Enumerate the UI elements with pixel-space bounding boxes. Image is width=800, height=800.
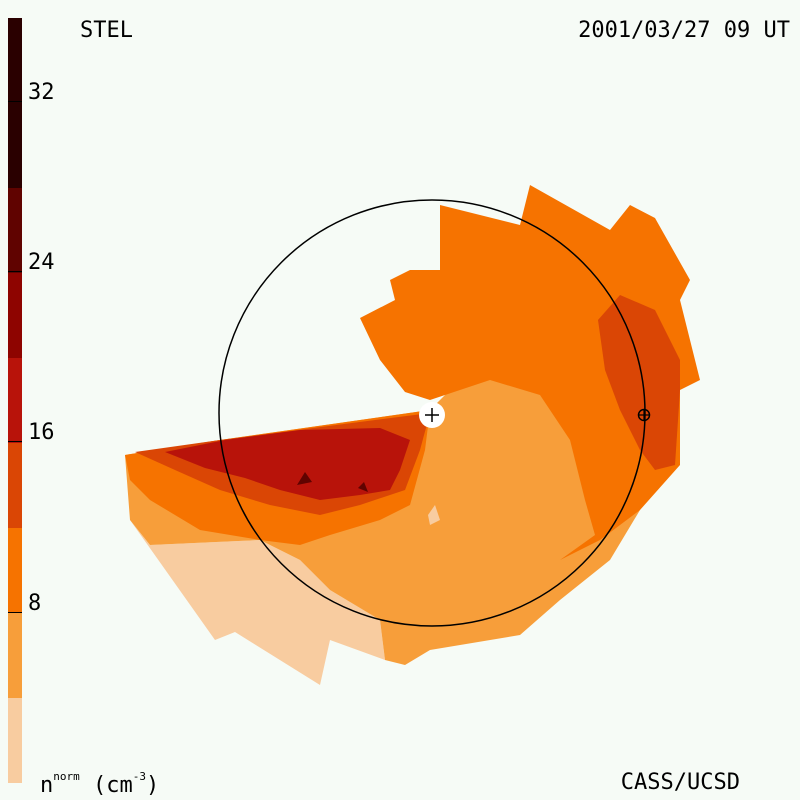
colorbar-tick-32 (8, 101, 22, 102)
earth-orbit-circle (218, 199, 646, 627)
density-region-medium-high-east (598, 295, 680, 470)
colorbar-tick-24 (8, 271, 22, 272)
credit-label: CASS/UCSD (620, 770, 740, 795)
density-region-spot (428, 505, 440, 525)
units-superscript: norm (53, 770, 80, 783)
density-region-medium (360, 185, 700, 560)
source-label: STEL (80, 18, 133, 43)
colorbar-band-4b (8, 528, 22, 613)
units-open: (cm (79, 773, 133, 798)
colorbar-band-3b (8, 358, 22, 443)
colorbar-band-1 (8, 18, 22, 188)
colorbar (8, 18, 22, 783)
colorbar-tick-label-16: 16 (28, 420, 55, 445)
density-region-peak-1 (297, 472, 312, 485)
colorbar-band-5 (8, 698, 22, 783)
colorbar-tick-label-32: 32 (28, 80, 55, 105)
colorbar-tick-8 (8, 612, 22, 613)
density-region-peak-2 (358, 482, 368, 492)
colorbar-tick-label-8: 8 (28, 591, 42, 616)
density-region-high (165, 428, 410, 500)
density-region-lowest (130, 520, 385, 685)
colorbar-band-3a (8, 273, 22, 358)
units-base: n (40, 773, 54, 798)
colorbar-tick-label-24: 24 (28, 250, 55, 275)
colorbar-band-2b (8, 188, 22, 273)
colorbar-band-5a (8, 613, 22, 698)
units-label: nnorm (cm-3) (40, 770, 159, 798)
units-exponent: -3 (132, 770, 146, 783)
timestamp-label: 2001/03/27 09 UT (578, 18, 790, 43)
colorbar-tick-16 (8, 441, 22, 442)
colorbar-band-4a (8, 443, 22, 528)
units-close: ) (145, 773, 160, 798)
